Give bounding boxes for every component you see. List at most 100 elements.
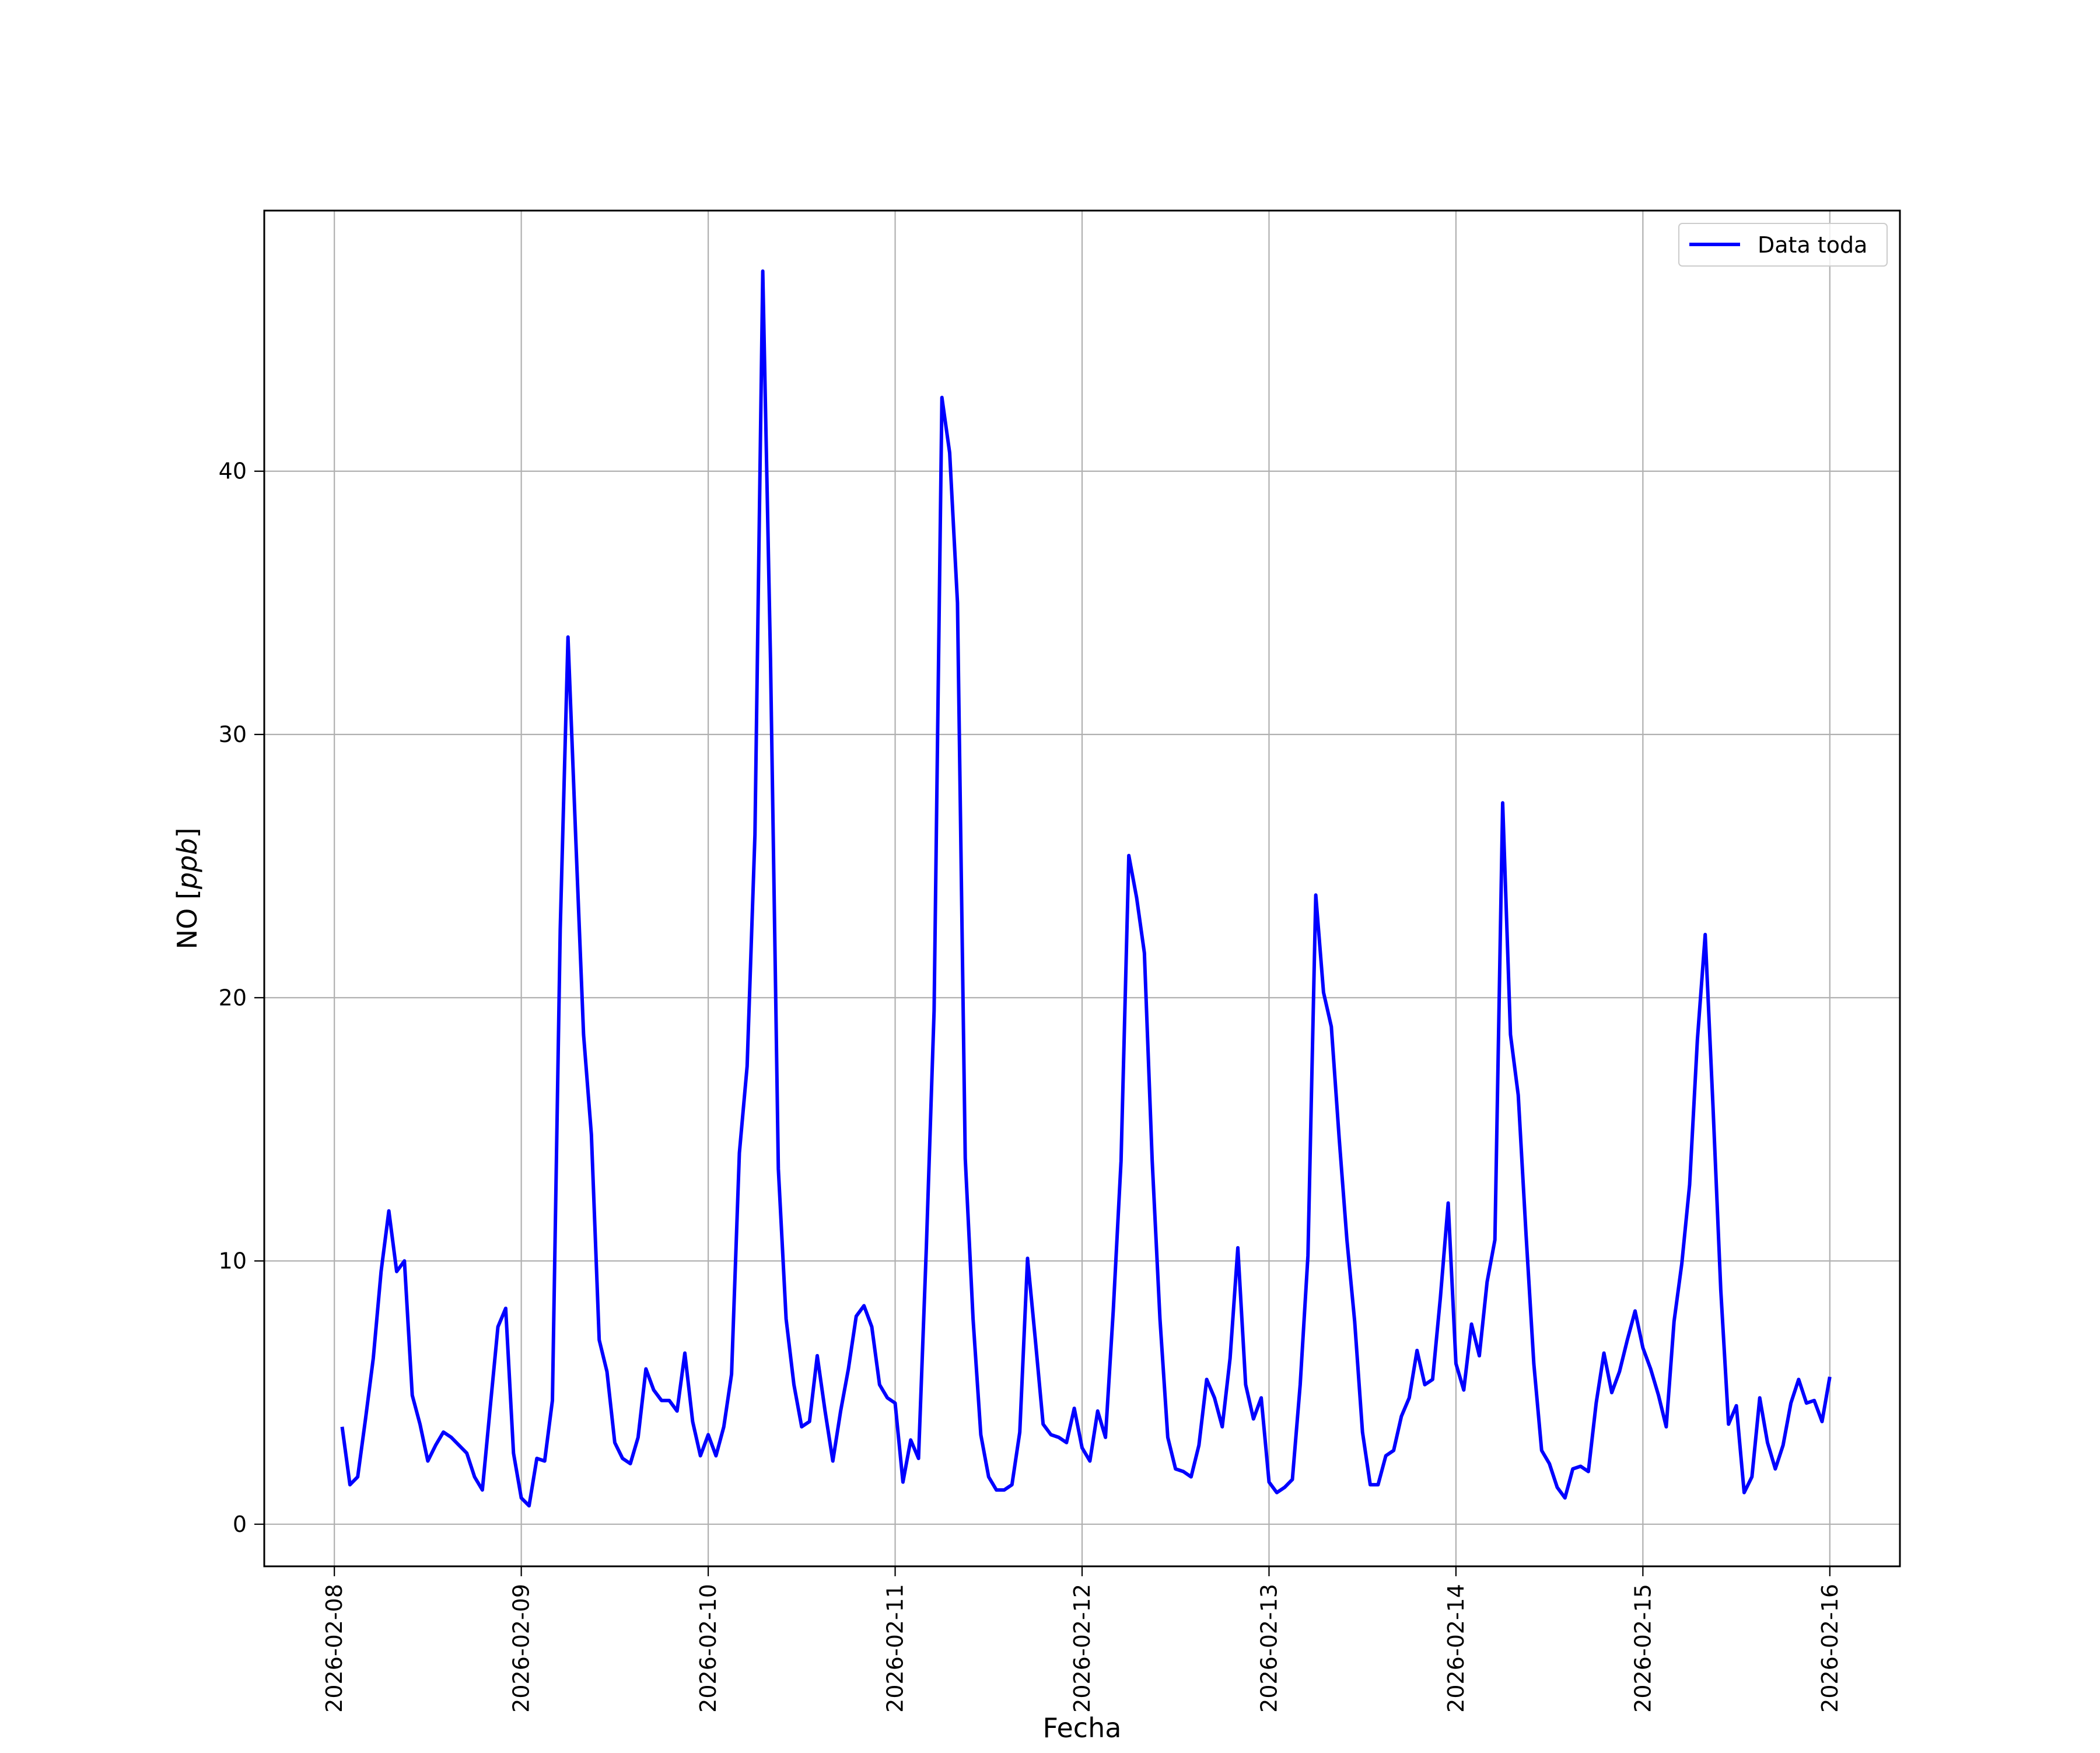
- series-layer: [340, 269, 1832, 1508]
- data-point: [1088, 1460, 1091, 1463]
- data-point: [1368, 1483, 1372, 1486]
- data-point: [956, 601, 959, 604]
- data-point: [496, 1325, 500, 1328]
- data-point: [706, 1433, 710, 1436]
- data-point: [1540, 1448, 1544, 1452]
- data-point: [1610, 1391, 1614, 1394]
- data-point: [1143, 951, 1146, 955]
- data-point: [1259, 1396, 1263, 1399]
- data-point: [1322, 991, 1325, 994]
- x-tick-label: 2026-02-11: [883, 1584, 908, 1713]
- data-point: [1228, 1357, 1232, 1360]
- data-point: [1447, 1201, 1450, 1205]
- data-point: [558, 928, 562, 931]
- data-point: [1431, 1378, 1434, 1381]
- data-point: [995, 1488, 998, 1492]
- data-point: [660, 1399, 663, 1402]
- data-point: [606, 1370, 609, 1373]
- data-point: [1470, 1322, 1474, 1326]
- data-point: [676, 1409, 679, 1413]
- data-point: [1135, 896, 1139, 900]
- data-point: [1587, 1470, 1590, 1474]
- data-point: [1789, 1401, 1793, 1405]
- y-tick-label: 0: [233, 1511, 247, 1537]
- data-point: [862, 1304, 866, 1307]
- data-point: [629, 1462, 632, 1465]
- data-point: [1041, 1422, 1045, 1426]
- data-point: [1111, 1309, 1115, 1313]
- data-point: [714, 1454, 718, 1458]
- data-point: [1828, 1375, 1832, 1378]
- data-point: [1719, 1288, 1723, 1292]
- data-point: [1213, 1396, 1216, 1399]
- data-point: [691, 1420, 694, 1423]
- data-point: [597, 1338, 601, 1342]
- data-point: [1275, 1491, 1279, 1495]
- data-point: [1057, 1436, 1060, 1439]
- data-point: [1485, 1280, 1489, 1284]
- data-point: [699, 1454, 702, 1458]
- data-point: [574, 838, 578, 842]
- data-point: [535, 1457, 538, 1460]
- data-point: [1618, 1370, 1621, 1373]
- data-point: [964, 1157, 967, 1160]
- data-point: [1104, 1436, 1107, 1439]
- data-point: [488, 1406, 492, 1410]
- data-point: [1298, 1383, 1302, 1387]
- data-point: [1672, 1320, 1676, 1323]
- data-point: [465, 1451, 468, 1455]
- data-point: [1664, 1425, 1668, 1429]
- y-tick-label: 30: [219, 722, 247, 747]
- y-tick-label: 40: [219, 459, 247, 484]
- legend-entry-data-toda: Data toda: [1758, 232, 1867, 258]
- data-point: [387, 1209, 391, 1213]
- data-point: [792, 1383, 796, 1387]
- y-axis-label-prefix: NO [: [172, 889, 203, 949]
- data-point: [1703, 933, 1707, 936]
- data-point: [473, 1475, 477, 1479]
- data-point: [1306, 1254, 1310, 1258]
- data-point: [1812, 1399, 1816, 1402]
- data-point: [1127, 854, 1130, 858]
- data-point: [761, 270, 765, 273]
- y-axis-label: NO [ppb]: [172, 828, 203, 950]
- data-point: [1782, 1443, 1785, 1447]
- data-point: [1189, 1475, 1193, 1479]
- data-point: [1438, 1296, 1442, 1300]
- data-point: [1563, 1496, 1567, 1500]
- data-point: [979, 1433, 982, 1436]
- y-axis-label-suffix: ]: [172, 828, 203, 838]
- x-axis-label: Fecha: [1043, 1712, 1122, 1744]
- data-point: [551, 1399, 554, 1402]
- data-point: [1680, 1262, 1684, 1265]
- data-point: [1548, 1462, 1551, 1465]
- data-point: [1508, 1033, 1512, 1037]
- data-point: [901, 1481, 905, 1484]
- data-point: [1018, 1430, 1021, 1434]
- data-point: [1462, 1388, 1465, 1392]
- data-point: [1532, 1362, 1535, 1366]
- data-point: [730, 1373, 733, 1376]
- data-point: [1454, 1362, 1458, 1366]
- data-point: [925, 1246, 928, 1250]
- data-point: [457, 1443, 461, 1447]
- data-point: [846, 1367, 850, 1371]
- data-point: [1376, 1483, 1380, 1486]
- x-tick-label: 2026-02-15: [1630, 1584, 1656, 1713]
- data-point: [520, 1496, 523, 1500]
- data-point: [636, 1436, 640, 1439]
- data-point: [1556, 1486, 1559, 1489]
- y-tick-label: 10: [219, 1248, 247, 1274]
- data-point: [800, 1425, 803, 1429]
- data-point: [590, 1133, 593, 1136]
- data-point: [886, 1396, 889, 1399]
- data-point: [1174, 1467, 1177, 1471]
- data-point: [652, 1388, 656, 1392]
- data-point: [1236, 1246, 1240, 1250]
- data-point: [1735, 1404, 1738, 1408]
- data-point: [823, 1409, 827, 1413]
- data-point: [831, 1460, 835, 1463]
- data-point: [753, 833, 757, 837]
